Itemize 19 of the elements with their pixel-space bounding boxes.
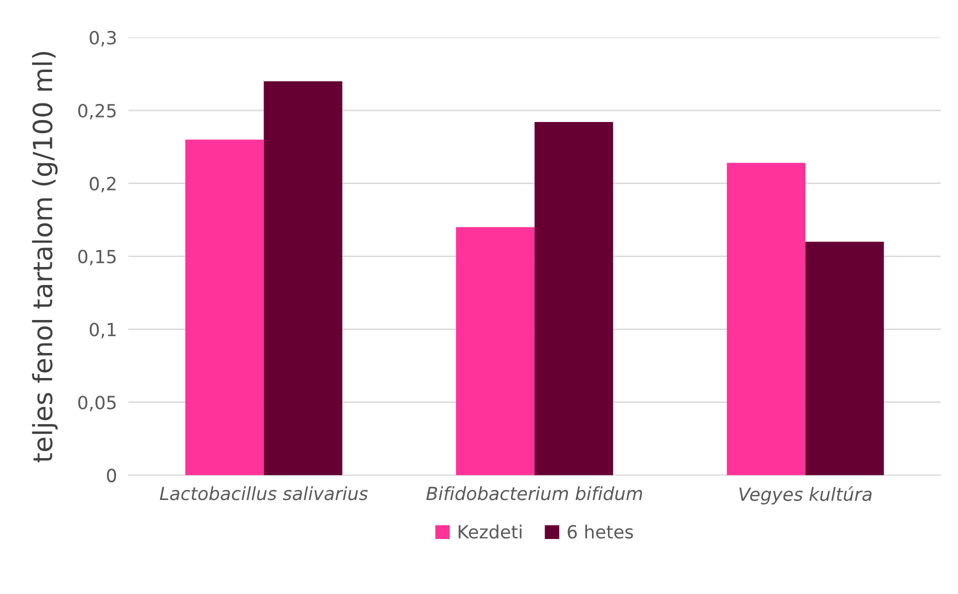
bar	[264, 81, 342, 476]
y-tick-label: 0,05	[78, 396, 116, 412]
bar	[185, 140, 264, 476]
y-tick-label: 0,2	[90, 176, 116, 192]
x-tick-label: Bifidobacterium bifidum	[426, 486, 642, 500]
bar	[805, 242, 884, 476]
legend-label: Kezdeti	[458, 524, 522, 539]
y-tick-label: 0,25	[78, 104, 116, 120]
y-tick-label: 0	[106, 468, 116, 482]
y-tick-label: 0,3	[90, 30, 116, 46]
legend-label: 6 hetes	[568, 524, 633, 539]
bar	[534, 122, 614, 476]
y-axis-title: teljes fenol tartalom (g/100 ml)	[32, 52, 58, 462]
y-tick-label: 0,1	[90, 322, 116, 338]
y-tick-label: 0,15	[78, 250, 116, 266]
bar	[456, 227, 535, 476]
bar	[726, 162, 806, 476]
x-tick-label: Lactobacillus salivarius	[160, 486, 368, 500]
x-tick-label: Vegyes kultúra	[739, 486, 872, 505]
